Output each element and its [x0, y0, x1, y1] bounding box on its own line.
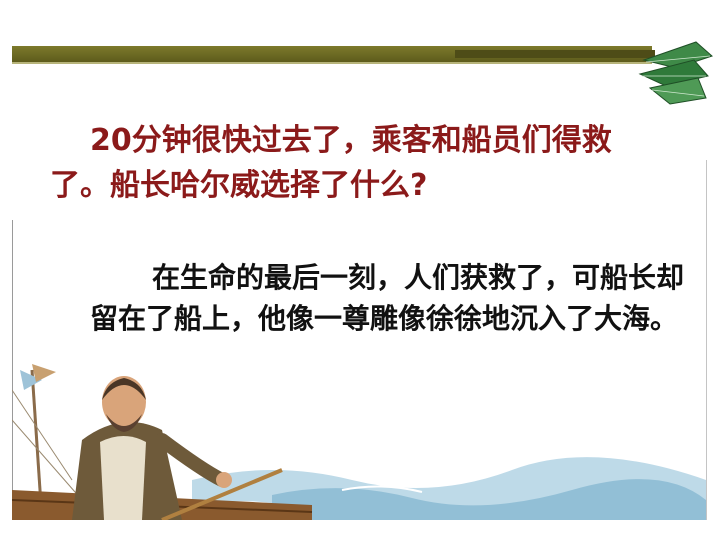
- top-bar-underline: [12, 62, 652, 64]
- top-bar-accent: [455, 50, 655, 58]
- frame-left-line: [12, 220, 13, 520]
- answer-text: 在生命的最后一刻，人们获救了，可船长却留在了船上，他像一尊雕像徐徐地沉入了大海。: [90, 261, 685, 335]
- leaf-ornament-icon: [638, 41, 713, 105]
- question-text: 20分钟很快过去了，乘客和船员们得救了。船长哈尔威选择了什么?: [50, 123, 612, 203]
- captain-illustration: [12, 364, 706, 520]
- frame-right-line: [706, 160, 707, 520]
